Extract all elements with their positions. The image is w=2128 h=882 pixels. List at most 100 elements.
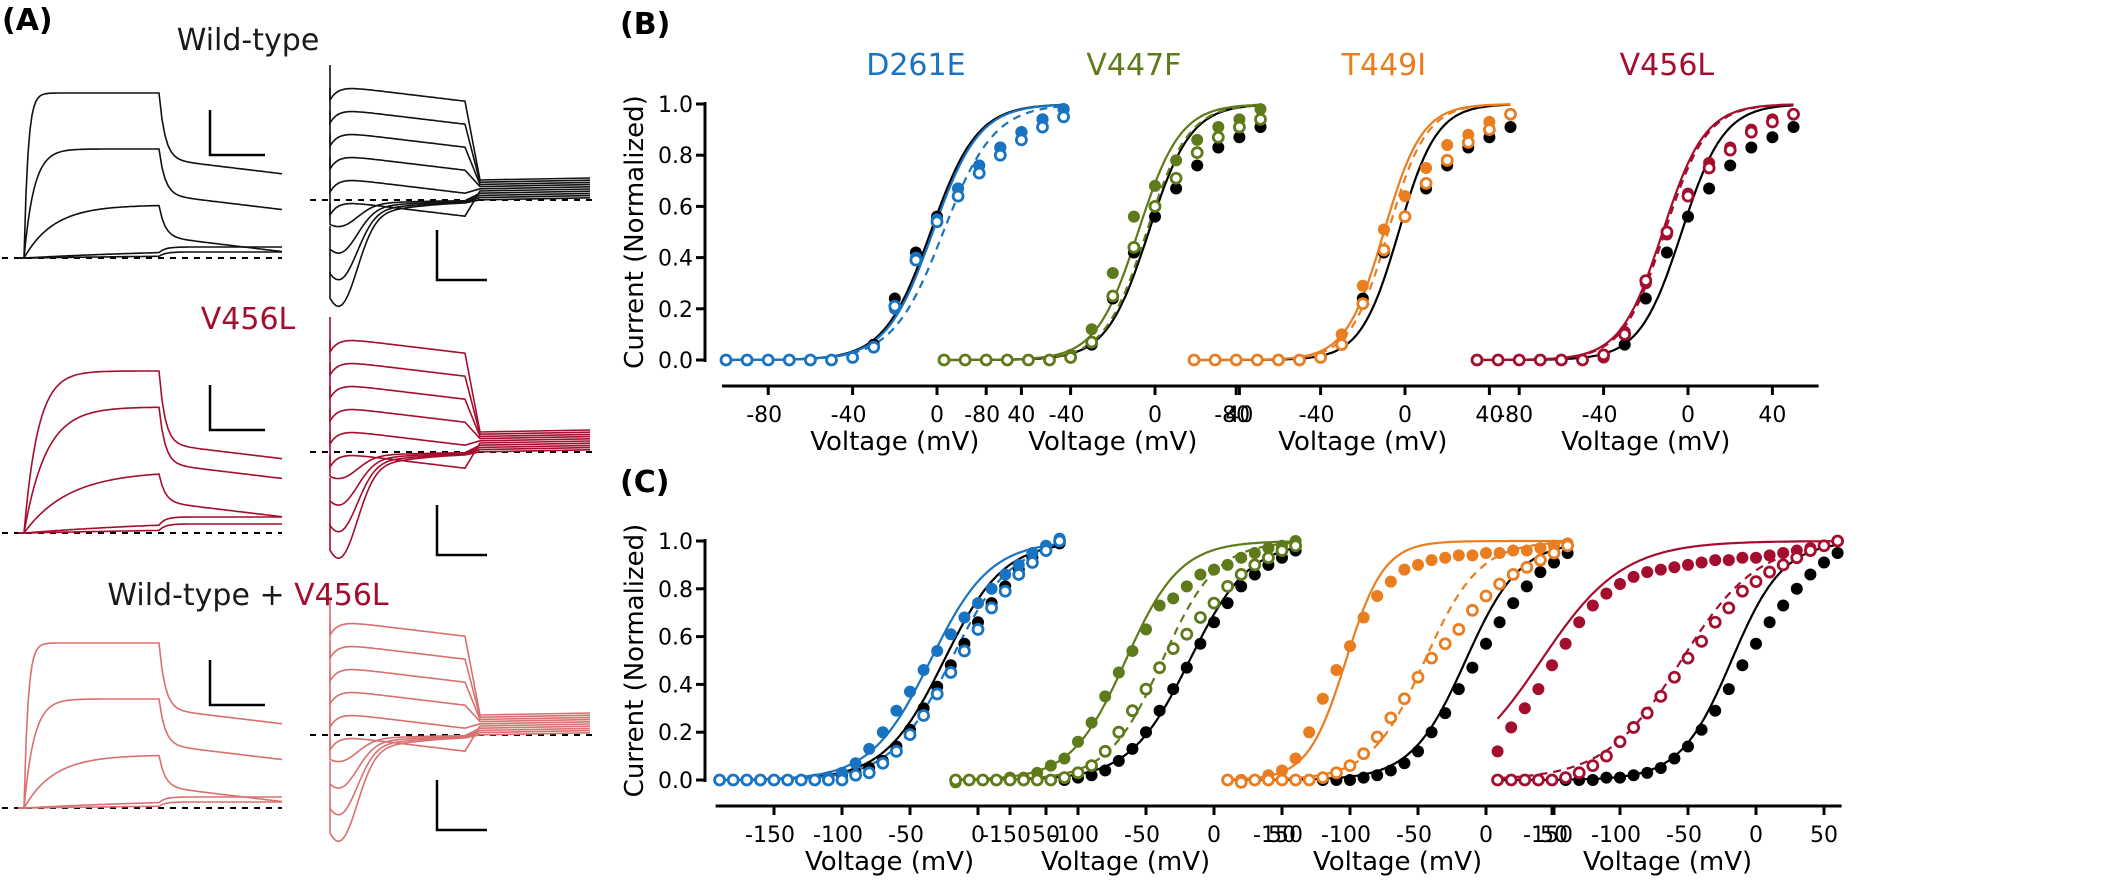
tail-trace: [329, 646, 591, 721]
activation-trace: [18, 406, 283, 534]
y-tick-label: 0.8: [658, 144, 693, 169]
data-point-mutant: [985, 582, 998, 595]
data-point-combined: [713, 773, 726, 787]
data-point-mutant: [1750, 551, 1762, 564]
x-axis-label: Voltage (mV): [1041, 847, 1210, 877]
data-point-combined: [944, 666, 958, 679]
x-axis-label: Voltage (mV): [805, 847, 974, 877]
data-point-combined: [1085, 759, 1098, 773]
activation-trace: [18, 642, 283, 809]
data-point-wild-type: [1682, 740, 1694, 753]
data-point-combined: [1211, 130, 1225, 144]
data-point-wild-type: [1722, 683, 1735, 696]
subplot-t449i: -150 -100 -50 0 50 Voltage (mV): [1221, 537, 1574, 877]
data-point-combined: [1039, 544, 1053, 557]
data-point-mutant: [1722, 554, 1735, 567]
tail-trace: [329, 732, 591, 843]
fit-curve-solid: [1477, 103, 1794, 362]
x-tick-label: -50: [888, 823, 924, 848]
data-point-combined: [1356, 297, 1370, 311]
trace-row-0: [2, 65, 598, 308]
data-point-combined: [1483, 123, 1496, 137]
activation-trace: [18, 246, 282, 259]
scale-bar: [435, 780, 487, 832]
y-tick-label: 0.4: [658, 673, 693, 698]
data-point-mutant: [1532, 683, 1545, 696]
data-point-wild-type: [1548, 556, 1560, 569]
data-point-combined: [1357, 747, 1370, 761]
x-axis-label: Voltage (mV): [1028, 427, 1197, 457]
fit-curve-solid-black: [1477, 104, 1794, 362]
data-point-mutant: [999, 568, 1012, 581]
data-point-mutant: [1026, 546, 1039, 559]
trace-row-2: [2, 600, 598, 843]
y-tick-label: 1.0: [658, 530, 693, 555]
fit-curve-solid: [944, 103, 1261, 362]
data-point-mutant: [1654, 563, 1667, 576]
fit-curve-solid: [726, 103, 1064, 362]
data-point-wild-type: [1627, 769, 1640, 782]
data-point-wild-type: [1235, 580, 1248, 593]
data-point-combined: [1190, 146, 1204, 160]
data-point-combined: [1518, 773, 1532, 787]
x-tick-label: 40: [1758, 403, 1786, 428]
data-point-mutant: [1507, 544, 1520, 557]
data-point-mutant: [1520, 544, 1533, 557]
data-point-combined: [1275, 544, 1289, 557]
activation-trace: [18, 251, 282, 259]
subplot-title: T449I: [1341, 48, 1426, 83]
data-point-mutant: [1106, 266, 1119, 279]
tail-trace: [329, 190, 591, 228]
subplot-v456l: -150 -100 -50 0 50 Voltage (mV): [1491, 534, 1844, 877]
y-tick-label: 0.6: [658, 195, 693, 220]
data-point-combined: [754, 773, 767, 787]
activation-trace: [18, 523, 282, 534]
tail-trace: [329, 727, 591, 790]
data-point-wild-type: [1736, 659, 1749, 672]
data-point-combined: [1330, 766, 1343, 780]
panel-a-title-combined: Wild-type + V456L: [107, 578, 389, 613]
data-point-combined: [1520, 560, 1534, 574]
tail-trace: [329, 134, 591, 188]
data-point-mutant: [1412, 558, 1424, 571]
data-point-combined: [1695, 634, 1708, 648]
data-point-mutant: [1480, 546, 1492, 559]
tail-trace: [329, 386, 591, 440]
data-point-mutant: [1709, 554, 1722, 567]
data-point-mutant: [876, 726, 889, 739]
data-point-combined: [794, 773, 808, 787]
tail-trace: [329, 669, 591, 723]
x-tick-label: 50: [1268, 823, 1296, 848]
data-point-wild-type: [1777, 599, 1790, 612]
data-point-combined: [1660, 225, 1674, 239]
data-point-combined: [1335, 338, 1349, 352]
data-point-combined: [1766, 115, 1779, 129]
panel-a-title-wild-type: Wild-type: [177, 23, 320, 58]
data-point-mutant: [1357, 611, 1370, 624]
data-point-combined: [930, 215, 944, 229]
data-point-combined: [1030, 773, 1044, 787]
data-point-wild-type: [1534, 566, 1547, 579]
data-point-wild-type: [1212, 141, 1225, 154]
data-point-wild-type: [1170, 182, 1183, 195]
data-point-combined: [1654, 689, 1668, 703]
data-point-wild-type: [1654, 762, 1667, 775]
data-point-combined: [1547, 546, 1561, 560]
tail-trace: [329, 363, 591, 438]
data-point-wild-type: [1344, 774, 1356, 786]
tail-trace: [329, 317, 591, 433]
data-point-combined: [1533, 353, 1547, 367]
data-point-mutant: [1248, 546, 1261, 559]
data-point-combined: [1126, 704, 1139, 718]
y-tick-label: 0.6: [658, 626, 693, 651]
data-point-wild-type: [1668, 752, 1681, 765]
data-point-combined: [1314, 351, 1327, 364]
data-point-mutant: [1505, 721, 1518, 734]
x-tick-label: 40: [1225, 403, 1253, 428]
data-point-combined: [1398, 210, 1412, 224]
x-tick-label: 50: [1032, 823, 1060, 848]
data-point-combined: [1272, 353, 1285, 367]
x-tick-label: 50: [1810, 823, 1838, 848]
data-point-wild-type: [1766, 131, 1779, 144]
scale-bar: [208, 110, 265, 157]
